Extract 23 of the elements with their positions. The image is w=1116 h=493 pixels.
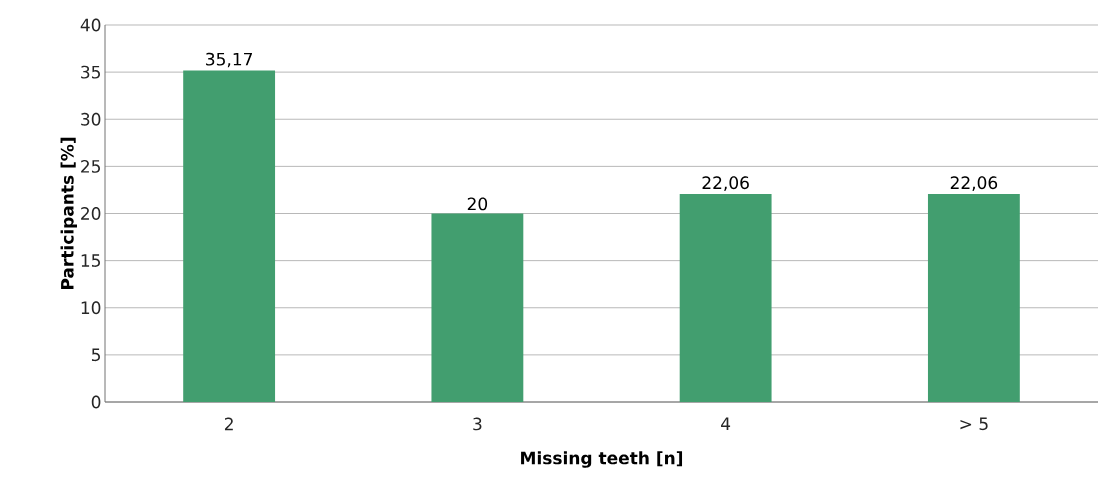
data-label: 22,06 <box>950 176 998 191</box>
y-tick-label: 40 <box>80 18 101 32</box>
y-tick-label: 0 <box>91 395 101 409</box>
y-tick-label: 10 <box>81 301 101 315</box>
x-axis-title: Missing teeth [n] <box>521 451 683 468</box>
bar <box>431 213 524 402</box>
data-label: 22,06 <box>702 176 749 191</box>
x-tick-label: > 5 <box>960 417 988 431</box>
x-tick-label: 4 <box>721 417 731 430</box>
data-label: 20 <box>467 197 488 211</box>
data-label: 35,17 <box>206 52 252 68</box>
y-tick-label: 35 <box>81 65 100 79</box>
x-tick-label: 2 <box>224 417 233 431</box>
y-tick-label: 5 <box>91 348 100 362</box>
y-tick-label: 15 <box>81 254 100 267</box>
x-tick-label: 3 <box>473 417 482 431</box>
y-tick-label: 30 <box>81 112 101 126</box>
y-tick-label: 20 <box>81 207 101 220</box>
bar <box>679 194 772 402</box>
y-axis-title: Participants [%] <box>60 137 77 290</box>
y-tick-label: 25 <box>81 159 100 173</box>
bar <box>183 70 276 402</box>
bar <box>927 194 1020 402</box>
